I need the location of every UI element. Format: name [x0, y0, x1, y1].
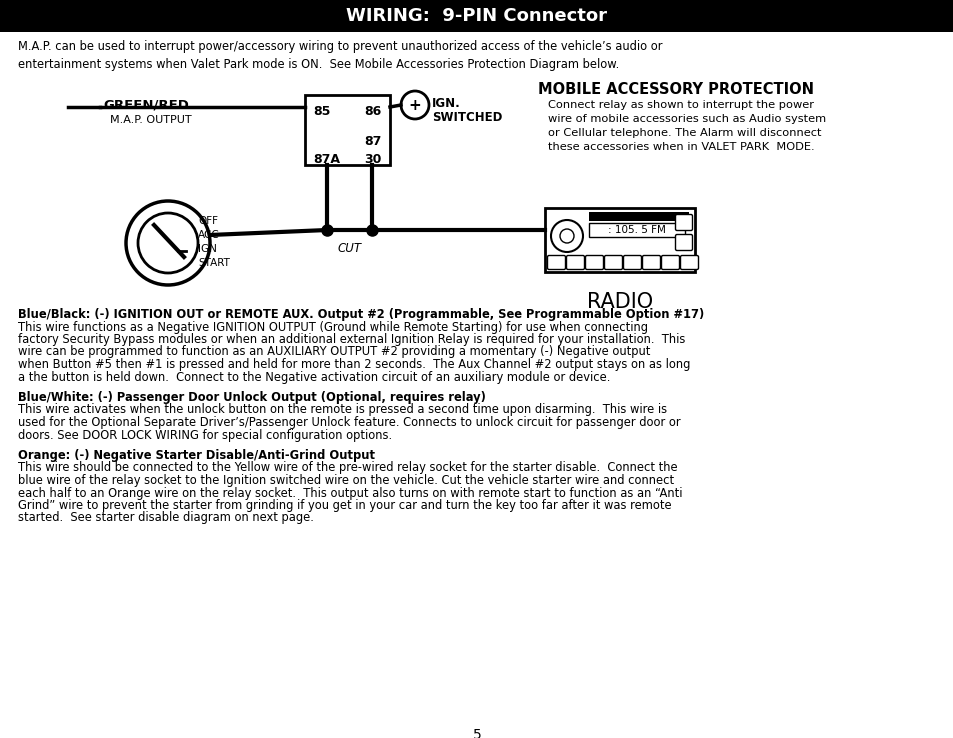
- Text: Blue/Black: (-) IGNITION OUT or REMOTE AUX. Output #2 (Programmable, See Program: Blue/Black: (-) IGNITION OUT or REMOTE A…: [18, 308, 703, 321]
- Text: OFF: OFF: [198, 216, 218, 226]
- Text: wire of mobile accessories such as Audio system: wire of mobile accessories such as Audio…: [547, 114, 825, 124]
- Text: M.A.P. OUTPUT: M.A.P. OUTPUT: [110, 115, 192, 125]
- Text: a the button is held down.  Connect to the Negative activation circuit of an aux: a the button is held down. Connect to th…: [18, 370, 610, 384]
- Text: ACC: ACC: [198, 230, 219, 240]
- Bar: [305, 95, 390, 165]
- Text: 30: 30: [364, 153, 381, 166]
- FancyBboxPatch shape: [675, 215, 692, 230]
- Text: started.  See starter disable diagram on next page.: started. See starter disable diagram on …: [18, 511, 314, 525]
- FancyBboxPatch shape: [566, 255, 584, 269]
- Circle shape: [138, 213, 198, 273]
- FancyBboxPatch shape: [585, 255, 603, 269]
- Bar: [588, 223, 684, 237]
- Text: MOBILE ACCESSORY PROTECTION: MOBILE ACCESSORY PROTECTION: [537, 82, 813, 97]
- Text: 87: 87: [364, 135, 381, 148]
- Text: when Button #5 then #1 is pressed and held for more than 2 seconds.  The Aux Cha: when Button #5 then #1 is pressed and he…: [18, 358, 690, 371]
- FancyBboxPatch shape: [623, 255, 640, 269]
- Text: 86: 86: [364, 105, 381, 118]
- Text: START: START: [198, 258, 230, 268]
- Text: Grind” wire to prevent the starter from grinding if you get in your car and turn: Grind” wire to prevent the starter from …: [18, 499, 671, 512]
- Text: CUT: CUT: [337, 242, 361, 255]
- Circle shape: [400, 91, 429, 119]
- Text: RADIO: RADIO: [586, 292, 653, 312]
- Bar: [0, 0, 953, 32]
- Circle shape: [551, 220, 582, 252]
- Text: Blue/White: (-) Passenger Door Unlock Output (Optional, requires relay): Blue/White: (-) Passenger Door Unlock Ou…: [18, 391, 485, 404]
- Text: or Cellular telephone. The Alarm will disconnect: or Cellular telephone. The Alarm will di…: [547, 128, 821, 138]
- Circle shape: [559, 229, 574, 243]
- Text: IGN: IGN: [198, 244, 216, 254]
- Text: IGN.: IGN.: [432, 97, 460, 110]
- Text: blue wire of the relay socket to the Ignition switched wire on the vehicle. Cut : blue wire of the relay socket to the Ign…: [18, 474, 674, 487]
- Text: WIRING:  9-PIN Connector: WIRING: 9-PIN Connector: [346, 7, 607, 25]
- Bar: [588, 212, 688, 221]
- Text: +: +: [408, 97, 421, 112]
- Text: Orange: (-) Negative Starter Disable/Anti-Grind Output: Orange: (-) Negative Starter Disable/Ant…: [18, 449, 375, 462]
- Text: 85: 85: [313, 105, 330, 118]
- Text: SWITCHED: SWITCHED: [432, 111, 502, 124]
- Text: doors. See DOOR LOCK WIRING for special configuration options.: doors. See DOOR LOCK WIRING for special …: [18, 429, 392, 441]
- Text: used for the Optional Separate Driver’s/Passenger Unlock feature. Connects to un: used for the Optional Separate Driver’s/…: [18, 416, 679, 429]
- Text: This wire activates when the unlock button on the remote is pressed a second tim: This wire activates when the unlock butt…: [18, 404, 666, 416]
- Text: This wire functions as a Negative IGNITION OUTPUT (Ground while Remote Starting): This wire functions as a Negative IGNITI…: [18, 320, 647, 334]
- FancyBboxPatch shape: [660, 255, 679, 269]
- Text: M.A.P. can be used to interrupt power/accessory wiring to prevent unauthorized a: M.A.P. can be used to interrupt power/ac…: [18, 40, 661, 71]
- Text: 5: 5: [472, 728, 481, 738]
- FancyBboxPatch shape: [679, 255, 698, 269]
- Text: GREEN/RED: GREEN/RED: [103, 99, 189, 112]
- FancyBboxPatch shape: [641, 255, 659, 269]
- FancyBboxPatch shape: [675, 235, 692, 250]
- Circle shape: [126, 201, 210, 285]
- Text: wire can be programmed to function as an AUXILIARY OUTPUT #2 providing a momenta: wire can be programmed to function as an…: [18, 345, 650, 359]
- Text: factory Security Bypass modules or when an additional external Ignition Relay is: factory Security Bypass modules or when …: [18, 333, 684, 346]
- Text: each half to an Orange wire on the relay socket.  This output also turns on with: each half to an Orange wire on the relay…: [18, 486, 681, 500]
- Bar: [544, 208, 695, 272]
- Text: these accessories when in VALET PARK  MODE.: these accessories when in VALET PARK MOD…: [547, 142, 814, 152]
- Text: Connect relay as shown to interrupt the power: Connect relay as shown to interrupt the …: [547, 100, 813, 110]
- Text: : 105. 5 FM: : 105. 5 FM: [607, 225, 665, 235]
- Text: This wire should be connected to the Yellow wire of the pre-wired relay socket f: This wire should be connected to the Yel…: [18, 461, 677, 475]
- FancyBboxPatch shape: [604, 255, 622, 269]
- Text: 87A: 87A: [313, 153, 339, 166]
- FancyBboxPatch shape: [547, 255, 565, 269]
